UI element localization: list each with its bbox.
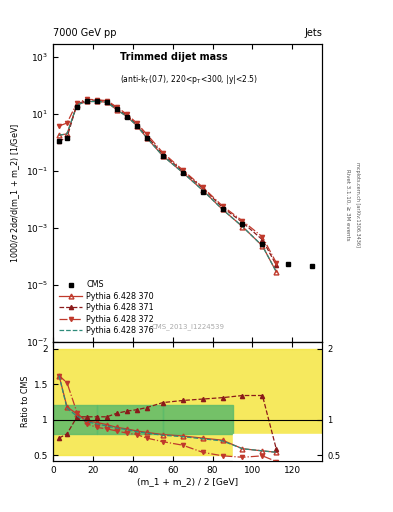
Text: Trimmed dijet mass: Trimmed dijet mass: [120, 52, 228, 62]
Legend: CMS, Pythia 6.428 370, Pythia 6.428 371, Pythia 6.428 372, Pythia 6.428 376: CMS, Pythia 6.428 370, Pythia 6.428 371,…: [57, 278, 156, 337]
Bar: [163, 406, 233, 434]
X-axis label: (m_1 + m_2) / 2 [GeV]: (m_1 + m_2) / 2 [GeV]: [137, 477, 238, 486]
Text: 7000 GeV pp: 7000 GeV pp: [53, 28, 117, 38]
Text: mcplots.cern.ch [arXiv:1306.3436]: mcplots.cern.ch [arXiv:1306.3436]: [355, 162, 360, 247]
Text: (anti-k$_\mathrm{T}$(0.7), 220<p$_\mathrm{T}$<300, |y|<2.5): (anti-k$_\mathrm{T}$(0.7), 220<p$_\mathr…: [120, 73, 258, 87]
Bar: [97, 406, 163, 434]
Bar: [53, 349, 322, 455]
Y-axis label: Ratio to CMS: Ratio to CMS: [21, 375, 29, 427]
Text: CMS_2013_I1224539: CMS_2013_I1224539: [151, 323, 224, 330]
Bar: [233, 434, 322, 461]
Text: Rivet 3.1.10, ≥ 3M events: Rivet 3.1.10, ≥ 3M events: [345, 169, 350, 241]
Bar: [53, 406, 97, 434]
Y-axis label: 1000/$\sigma$ 2d$\sigma$/d(m_1 + m_2) [1/GeV]: 1000/$\sigma$ 2d$\sigma$/d(m_1 + m_2) [1…: [9, 122, 22, 263]
Text: Jets: Jets: [305, 28, 322, 38]
